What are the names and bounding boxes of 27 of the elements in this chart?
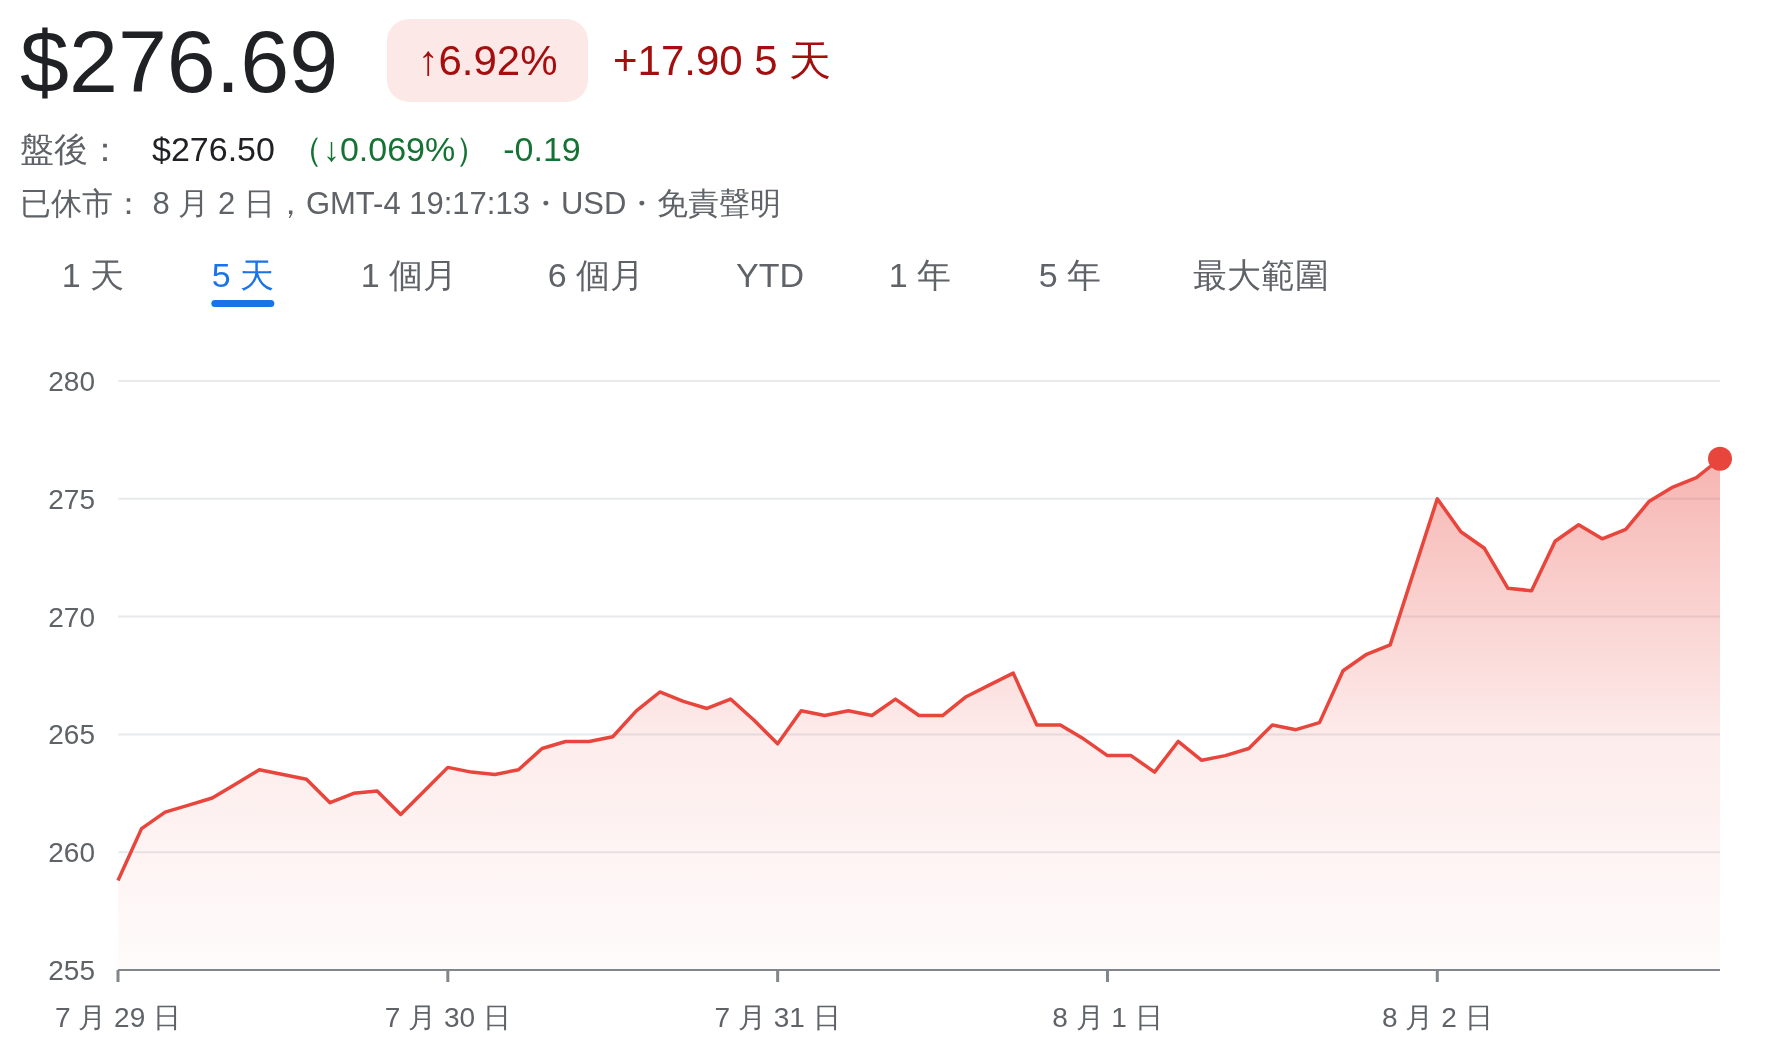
- y-tick-label: 270: [48, 601, 95, 633]
- text: 5 天: [211, 256, 275, 294]
- text: 已休市： 8 月 2 日，GMT-4 19:17:13・USD・免責聲明: [20, 186, 782, 221]
- y-tick-label: 280: [48, 365, 95, 397]
- x-tick-label: 7 月 29 日: [54, 1001, 182, 1033]
- text: 5 年: [1038, 256, 1102, 294]
- text: 盤後：: [20, 130, 122, 168]
- chart-title: $276.69: [20, 12, 339, 111]
- text: 1 個月: [360, 256, 458, 294]
- text: 6 個月: [547, 256, 645, 294]
- text: 1 年: [888, 256, 952, 294]
- text: +17.90 5 天: [613, 37, 832, 84]
- text: YTD: [736, 256, 804, 294]
- text: ↑6.92%: [417, 36, 558, 84]
- text: -0.19: [503, 130, 581, 168]
- y-tick-label: 275: [48, 483, 95, 515]
- y-tick-label: 255: [48, 954, 95, 986]
- text: 最大範圍: [1193, 256, 1329, 294]
- text: $276.50: [152, 130, 275, 168]
- y-tick-label: 265: [48, 719, 95, 751]
- text: 1 天: [61, 256, 125, 294]
- x-tick-label: 8 月 1 日: [1052, 1001, 1163, 1033]
- x-tick-label: 8 月 2 日: [1382, 1001, 1493, 1033]
- x-tick-label: 7 月 30 日: [384, 1001, 511, 1033]
- x-tick-label: 7 月 31 日: [714, 1001, 841, 1033]
- y-tick-label: 260: [48, 837, 95, 869]
- text: （↓0.069%）: [288, 130, 490, 168]
